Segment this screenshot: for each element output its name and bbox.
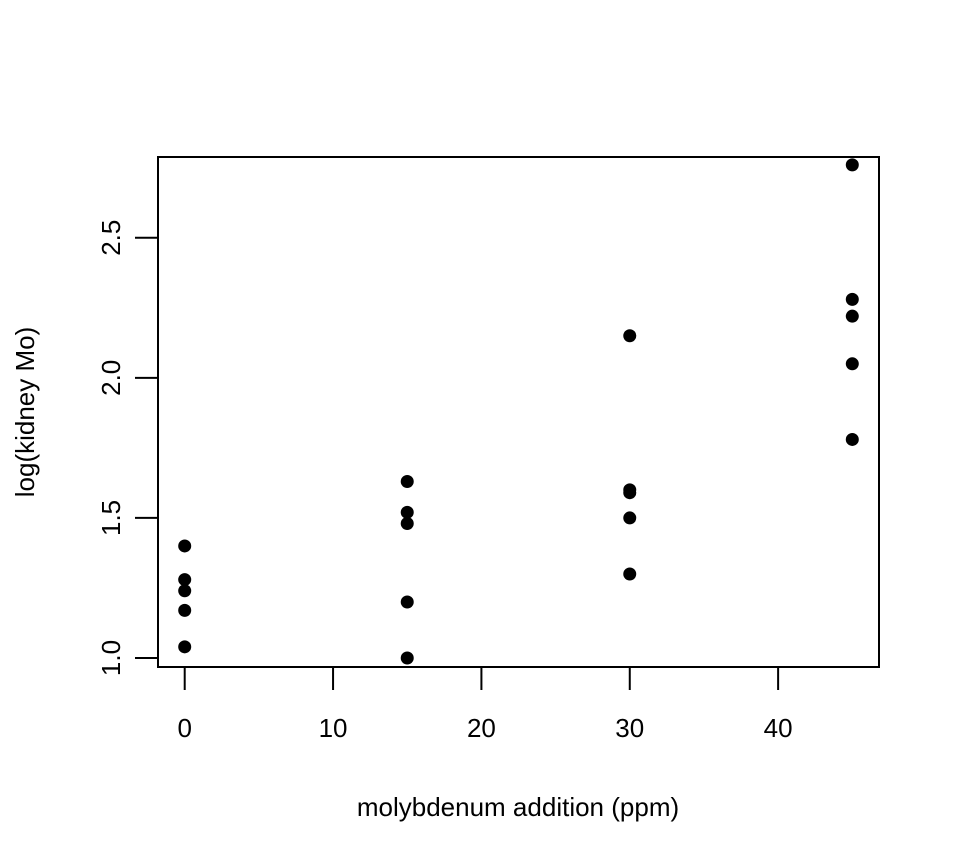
x-axis: 0 10 20 30 40: [177, 666, 793, 743]
data-points: [178, 158, 859, 665]
data-point: [845, 357, 859, 371]
x-tick-label: 10: [319, 713, 348, 743]
y-axis: 1.0 1.5 2.0 2.5: [96, 220, 159, 676]
y-tick-label: 1.0: [96, 640, 126, 676]
data-point: [400, 651, 414, 665]
data-point: [178, 573, 192, 587]
data-point: [623, 567, 637, 581]
data-point: [178, 640, 192, 654]
data-point: [623, 329, 637, 343]
data-point: [623, 486, 637, 500]
data-point: [400, 505, 414, 519]
x-axis-title: molybdenum addition (ppm): [357, 792, 679, 822]
data-point: [623, 511, 637, 525]
data-point: [845, 292, 859, 306]
x-tick-label: 30: [615, 713, 644, 743]
data-point: [400, 474, 414, 488]
data-point: [178, 603, 192, 617]
y-tick-label: 1.5: [96, 500, 126, 536]
data-point: [845, 432, 859, 446]
x-tick-label: 0: [177, 713, 191, 743]
data-point: [400, 517, 414, 531]
data-point: [845, 309, 859, 323]
data-point: [178, 584, 192, 598]
data-point: [845, 158, 859, 172]
y-axis-title: log(kidney Mo): [10, 327, 40, 498]
y-tick-label: 2.5: [96, 220, 126, 256]
y-tick-label: 2.0: [96, 360, 126, 396]
data-point: [178, 539, 192, 553]
x-tick-label: 20: [467, 713, 496, 743]
plot-area-frame: [157, 156, 880, 668]
data-point: [400, 595, 414, 609]
x-tick-label: 40: [764, 713, 793, 743]
